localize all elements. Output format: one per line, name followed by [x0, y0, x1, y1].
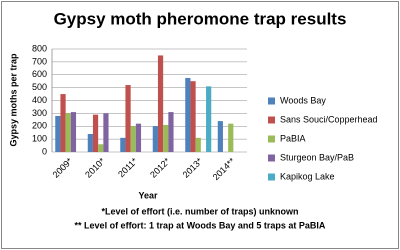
- bar: [217, 121, 223, 152]
- y-tick-label: 100: [32, 134, 47, 144]
- legend-swatch: [268, 135, 275, 143]
- bar: [125, 85, 131, 152]
- bar: [168, 112, 174, 152]
- legend-label: PaBIA: [280, 133, 306, 143]
- bar: [157, 55, 164, 152]
- footnote: ** Level of effort: 1 trap at Woods Bay …: [75, 220, 326, 230]
- y-tick-label: 300: [32, 108, 47, 118]
- bar: [65, 113, 71, 152]
- bar: [60, 94, 66, 152]
- bar: [228, 123, 234, 152]
- y-tick-label: 800: [32, 43, 47, 53]
- y-tick-label: 200: [32, 121, 47, 131]
- bar: [103, 113, 109, 152]
- x-axis-label: Year: [138, 190, 158, 200]
- bar: [130, 126, 136, 152]
- y-axis-label: Gypsy moths per trap: [8, 53, 18, 147]
- y-tick-label: 600: [32, 69, 47, 79]
- legend-swatch: [268, 97, 275, 105]
- y-tick-label: 400: [32, 95, 47, 105]
- legend-swatch: [268, 116, 275, 124]
- legend-label: Sturgeon Bay/PaB: [280, 152, 354, 162]
- bar: [195, 137, 201, 152]
- y-tick-label: 700: [32, 56, 47, 66]
- bar: [70, 112, 77, 152]
- bar: [152, 126, 158, 152]
- bar: [185, 77, 191, 152]
- bar: [55, 115, 61, 152]
- bar: [92, 114, 99, 152]
- footnote: *Level of effort (i.e. number of traps) …: [101, 206, 298, 216]
- bar: [120, 137, 126, 152]
- y-tick-label: 500: [32, 82, 47, 92]
- bar: [135, 123, 142, 152]
- bar: [163, 124, 169, 152]
- legend-label: Kapikog Lake: [280, 171, 335, 181]
- legend-label: Sans Souci/Copperhead: [280, 114, 378, 124]
- y-tick-label: 0: [42, 146, 47, 156]
- legend-swatch: [268, 173, 275, 181]
- bar: [190, 81, 196, 152]
- bar: [98, 144, 104, 152]
- bar: [206, 86, 212, 152]
- bar: [87, 133, 93, 152]
- chart-title: Gypsy moth pheromone trap results: [54, 9, 347, 28]
- legend-swatch: [268, 154, 275, 162]
- legend-label: Woods Bay: [280, 95, 326, 105]
